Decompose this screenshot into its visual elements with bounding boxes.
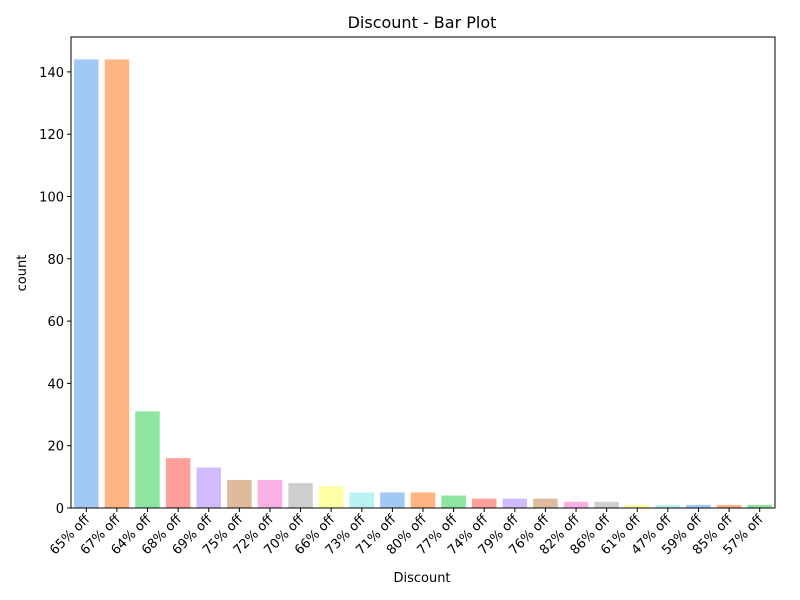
bar-59-off: [686, 504, 711, 508]
bars-group: [74, 59, 772, 509]
x-axis-title: Discount: [393, 571, 450, 586]
bar-85-off: [716, 504, 742, 508]
bar-86-off: [594, 501, 619, 508]
bar-70-off: [288, 483, 313, 508]
bar-69-off: [196, 467, 221, 508]
bar-73-off: [349, 492, 375, 508]
y-tick-label: 40: [47, 377, 64, 392]
bar-77-off: [441, 495, 466, 508]
y-tick-label: 120: [39, 128, 64, 143]
bar-57-off: [747, 504, 772, 508]
bar-75-off: [227, 479, 252, 508]
plot-frame: [70, 36, 776, 509]
bar-71-off: [380, 492, 405, 508]
y-tick-label: 100: [39, 190, 64, 205]
bar-79-off: [502, 498, 528, 508]
bar-72-off: [257, 479, 283, 508]
bar-67-off: [104, 59, 130, 509]
bar-65-off: [74, 59, 99, 509]
chart-title: Discount - Bar Plot: [348, 13, 497, 32]
bar-64-off: [135, 411, 160, 508]
y-tick-label: 140: [39, 66, 64, 81]
bar-82-off: [563, 501, 589, 508]
y-axis-ticks: 0 20 40 60 80 100 120 140: [39, 66, 71, 517]
y-tick-label: 0: [56, 502, 64, 517]
bar-61-off: [625, 504, 650, 508]
bar-68-off: [165, 458, 191, 508]
y-axis-title: count: [15, 255, 30, 292]
y-tick-label: 80: [47, 253, 64, 268]
y-tick-label: 60: [47, 315, 64, 330]
bar-66-off: [318, 486, 344, 508]
bar-74-off: [471, 498, 497, 508]
bar-80-off: [410, 492, 436, 508]
bar-47-off: [655, 504, 681, 508]
y-tick-label: 20: [47, 440, 64, 455]
bar-76-off: [533, 498, 558, 508]
